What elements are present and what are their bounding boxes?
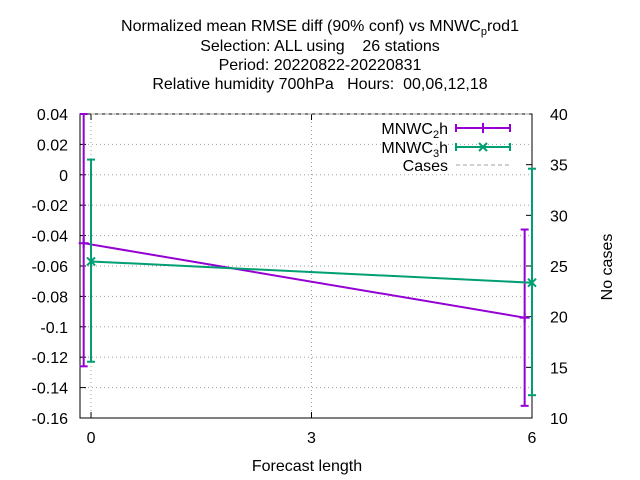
legend-label-series-2: MNWC3h	[381, 140, 448, 160]
y2-axis-label: No cases	[599, 234, 616, 301]
y-tick-label: 0.04	[37, 107, 68, 124]
series-2-line	[90, 260, 533, 284]
series-2-point-2-b	[527, 278, 537, 288]
series-2-point-1-b	[86, 256, 96, 267]
title-prefix: Normalized mean RMSE diff (90% conf) vs …	[121, 18, 481, 35]
y-tick-label: -0.06	[32, 259, 69, 276]
series-1-line	[83, 242, 525, 319]
y2-tick-label: 30	[550, 208, 568, 225]
chart-title-line-3: Period: 20220822-20220831	[218, 57, 422, 74]
legend-label-cases: Cases	[403, 158, 448, 175]
x-tick-label: 3	[307, 430, 316, 447]
chart-title-line-1: Normalized mean RMSE diff (90% conf) vs …	[0, 18, 640, 41]
y-tick-label: -0.08	[32, 289, 69, 306]
y2-tick-label: 25	[550, 259, 568, 276]
chart-title-line-4: Relative humidity 700hPa Hours: 00,06,12…	[152, 76, 488, 93]
y2-tick-label: 35	[550, 158, 568, 175]
y-tick-label: -0.04	[32, 229, 69, 246]
title-suffix: rod1	[486, 18, 519, 35]
y-tick-label: -0.16	[32, 411, 69, 428]
y-tick-label: -0.1	[40, 320, 68, 337]
legend-label-series-1: MNWC2h	[381, 121, 448, 141]
y2-tick-label: 20	[550, 310, 568, 327]
y2-tick-label: 15	[550, 360, 568, 377]
y2-tick-label: 10	[550, 411, 568, 428]
x-tick-label: 0	[87, 430, 96, 447]
x-axis-label: Forecast length	[252, 458, 362, 475]
y-tick-label: -0.14	[32, 381, 69, 398]
y-tick-label: 0.02	[37, 137, 68, 154]
y-tick-label: -0.02	[32, 198, 69, 215]
legend-marker-series-2-b	[478, 142, 488, 152]
y-tick-label: 0	[59, 168, 68, 185]
chart-title-line-2: Selection: ALL using 26 stations	[200, 38, 440, 55]
x-tick-label: 6	[528, 430, 537, 447]
title-subscript: p	[480, 26, 487, 38]
y-tick-label: -0.12	[32, 350, 69, 367]
y2-tick-label: 40	[550, 107, 568, 124]
